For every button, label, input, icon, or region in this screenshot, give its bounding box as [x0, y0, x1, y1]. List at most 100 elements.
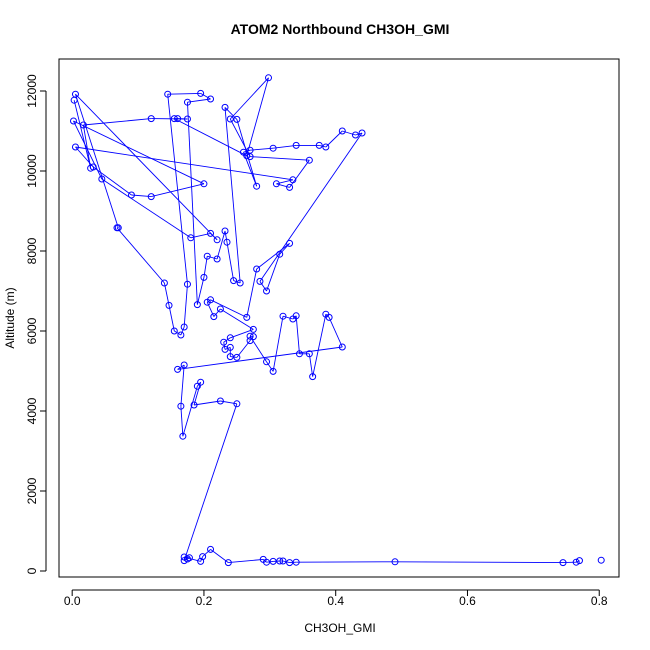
y-tick-label: 4000	[25, 397, 39, 424]
series-segment	[180, 326, 185, 336]
data-point	[213, 236, 221, 244]
data-point	[98, 175, 106, 183]
series-segment	[230, 328, 254, 339]
data-point	[147, 115, 155, 123]
series-segment	[325, 313, 330, 318]
series-segment	[75, 146, 293, 181]
series-segment	[295, 315, 300, 354]
series-segment	[206, 302, 215, 317]
data-point	[216, 305, 224, 313]
data-point	[276, 250, 284, 258]
series-segment	[183, 284, 188, 328]
data-point	[269, 367, 277, 375]
series-segment	[220, 308, 254, 330]
data-point	[226, 115, 234, 123]
series-points	[69, 74, 605, 567]
series-segment	[200, 93, 211, 100]
data-point	[272, 180, 280, 188]
series-segment	[207, 255, 218, 260]
series-segment	[73, 120, 103, 180]
series-segment	[116, 227, 165, 284]
data-point	[147, 193, 155, 201]
series-segment	[259, 281, 267, 292]
data-point	[180, 557, 188, 565]
data-point	[210, 313, 218, 321]
data-point	[292, 312, 300, 320]
data-point	[193, 301, 201, 309]
data-point	[197, 378, 205, 386]
data-point	[170, 327, 178, 335]
y-tick-label: 8000	[25, 237, 39, 264]
series-segment	[250, 147, 274, 151]
data-point	[256, 277, 264, 285]
series-segment	[83, 118, 152, 126]
data-point	[243, 313, 251, 321]
series-segment	[308, 353, 314, 377]
y-tick-label: 0	[25, 567, 39, 574]
chart-title: ATOM2 Northbound CH3OH_GMI	[231, 21, 450, 37]
data-point	[239, 148, 247, 156]
data-point	[575, 557, 583, 565]
data-point	[89, 163, 97, 171]
data-point	[127, 191, 135, 199]
data-point	[249, 325, 257, 333]
x-tick-label: 0.2	[196, 594, 213, 608]
data-point	[180, 361, 188, 369]
data-point	[286, 183, 294, 191]
series-segment	[266, 254, 281, 292]
x-axis-title: CH3OH_GMI	[304, 621, 375, 635]
data-point	[338, 127, 346, 135]
data-point	[249, 333, 257, 341]
series-segment	[92, 166, 132, 196]
data-point	[203, 298, 211, 306]
series-segment	[193, 382, 202, 406]
data-point	[358, 129, 366, 137]
data-point	[263, 558, 271, 566]
series-segment	[262, 559, 267, 563]
data-point	[559, 559, 567, 567]
series-segment	[180, 364, 185, 407]
data-point	[160, 279, 168, 287]
data-point	[226, 334, 234, 342]
series-segment	[272, 316, 284, 372]
data-point	[200, 180, 208, 188]
series-lines	[73, 77, 580, 564]
data-point	[325, 313, 333, 321]
data-point	[71, 90, 79, 98]
data-point	[174, 365, 182, 373]
data-point	[265, 74, 273, 82]
series-segment	[167, 92, 201, 95]
series-segment	[250, 156, 310, 161]
series-segment	[174, 330, 182, 336]
data-point	[338, 343, 346, 351]
series-segment	[259, 132, 363, 282]
data-point	[292, 558, 300, 566]
data-point	[79, 121, 87, 129]
series-segment	[246, 77, 269, 156]
series-segment	[243, 152, 258, 187]
data-point	[253, 265, 261, 273]
data-point	[207, 229, 215, 237]
data-point	[69, 117, 77, 125]
series-segment	[101, 178, 192, 239]
x-tick-label: 0.8	[591, 594, 608, 608]
data-point	[315, 141, 323, 149]
series-segment	[177, 364, 185, 370]
series-segment	[193, 400, 221, 406]
y-axis-title: Altitude (m)	[3, 287, 17, 348]
series-segment	[174, 118, 247, 157]
data-point	[322, 143, 330, 151]
series-segment	[75, 94, 119, 228]
data-point	[305, 156, 313, 164]
y-tick-label: 6000	[25, 317, 39, 344]
data-point	[289, 176, 297, 184]
data-point	[226, 343, 234, 351]
data-point	[292, 141, 300, 149]
data-point	[572, 558, 580, 566]
data-point	[220, 338, 228, 346]
x-tick-label: 0.0	[64, 594, 81, 608]
data-point	[246, 146, 254, 154]
series-segment	[73, 120, 205, 185]
data-point	[113, 224, 121, 232]
data-point	[233, 353, 241, 361]
